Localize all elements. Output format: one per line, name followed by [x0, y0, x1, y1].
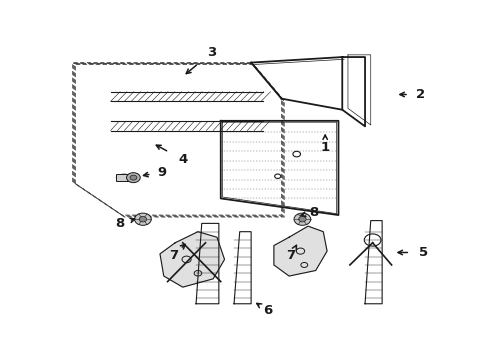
Text: 7: 7 — [169, 249, 178, 262]
Text: 8: 8 — [116, 217, 125, 230]
Polygon shape — [160, 232, 224, 287]
Text: 2: 2 — [416, 88, 425, 101]
Text: 6: 6 — [264, 304, 273, 317]
Ellipse shape — [116, 174, 131, 181]
FancyBboxPatch shape — [116, 174, 131, 181]
Text: 8: 8 — [309, 206, 318, 219]
Text: 1: 1 — [320, 141, 330, 154]
Text: 4: 4 — [178, 153, 187, 166]
Circle shape — [139, 216, 147, 222]
Text: 9: 9 — [157, 166, 167, 179]
Circle shape — [294, 213, 311, 225]
Circle shape — [126, 173, 140, 183]
Polygon shape — [274, 226, 327, 276]
Text: 3: 3 — [207, 46, 216, 59]
Circle shape — [130, 175, 137, 180]
Text: 7: 7 — [287, 249, 295, 262]
Text: 5: 5 — [419, 246, 428, 259]
Circle shape — [298, 216, 306, 222]
Circle shape — [135, 213, 151, 225]
